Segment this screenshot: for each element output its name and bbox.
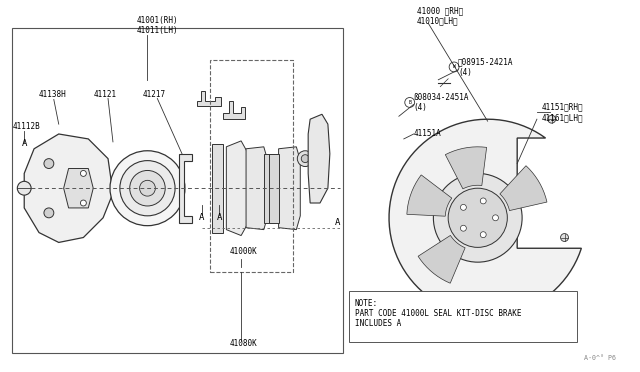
FancyBboxPatch shape: [349, 291, 577, 342]
Polygon shape: [278, 147, 300, 230]
Circle shape: [548, 115, 556, 123]
Circle shape: [404, 97, 415, 108]
Text: 41151〈RH〉
41161〈LH〉: 41151〈RH〉 41161〈LH〉: [542, 103, 584, 122]
Polygon shape: [179, 154, 192, 223]
Circle shape: [298, 151, 313, 167]
Circle shape: [433, 173, 522, 262]
Bar: [12, 28, 342, 353]
Polygon shape: [269, 154, 278, 223]
Text: NOTE:
PART CODE 41000L SEAL KIT-DISC BRAKE
INCLUDES A: NOTE: PART CODE 41000L SEAL KIT-DISC BRA…: [355, 299, 521, 328]
Circle shape: [480, 232, 486, 238]
Circle shape: [448, 188, 508, 247]
Text: A: A: [335, 218, 340, 227]
Circle shape: [130, 170, 165, 206]
Text: A: A: [22, 140, 27, 148]
Polygon shape: [246, 147, 268, 230]
Circle shape: [140, 180, 156, 196]
Circle shape: [44, 208, 54, 218]
Text: 41112B: 41112B: [12, 122, 40, 131]
Circle shape: [301, 155, 309, 163]
Circle shape: [81, 200, 86, 206]
Polygon shape: [212, 144, 223, 232]
Polygon shape: [63, 169, 93, 208]
Circle shape: [110, 151, 185, 226]
Polygon shape: [500, 166, 547, 211]
Text: A: A: [217, 213, 222, 222]
Circle shape: [460, 225, 467, 231]
Text: ß08034-2451A
(4): ß08034-2451A (4): [413, 93, 469, 112]
Circle shape: [561, 234, 568, 241]
Polygon shape: [308, 114, 330, 203]
Text: 41080K: 41080K: [229, 339, 257, 348]
Bar: [209, 60, 293, 272]
Polygon shape: [24, 134, 113, 243]
Text: 41217: 41217: [143, 90, 166, 99]
Polygon shape: [407, 175, 452, 216]
Text: W: W: [452, 64, 456, 70]
Circle shape: [460, 204, 467, 210]
Circle shape: [81, 170, 86, 176]
Polygon shape: [223, 102, 245, 119]
Polygon shape: [196, 91, 221, 106]
Circle shape: [44, 158, 54, 169]
Polygon shape: [445, 147, 486, 189]
Text: 41138H: 41138H: [39, 90, 67, 99]
Text: 41001(RH)
41011(LH): 41001(RH) 41011(LH): [136, 16, 178, 35]
Text: A: A: [199, 213, 204, 222]
Circle shape: [120, 161, 175, 216]
Polygon shape: [227, 141, 251, 235]
Text: Ⓦ08915-2421A
(4): Ⓦ08915-2421A (4): [458, 57, 513, 77]
Text: 41000K: 41000K: [229, 247, 257, 256]
Polygon shape: [389, 119, 581, 316]
Polygon shape: [264, 154, 274, 223]
Text: A·0^° P6: A·0^° P6: [584, 355, 616, 361]
Circle shape: [17, 181, 31, 195]
Text: 41151A: 41151A: [413, 129, 442, 138]
Text: 41121: 41121: [93, 90, 116, 99]
Polygon shape: [418, 235, 465, 283]
Circle shape: [493, 215, 499, 221]
Circle shape: [480, 198, 486, 204]
Text: 41000 〈RH〉
41010〈LH〉: 41000 〈RH〉 41010〈LH〉: [417, 6, 463, 26]
Circle shape: [449, 62, 459, 72]
Text: B: B: [408, 100, 411, 105]
